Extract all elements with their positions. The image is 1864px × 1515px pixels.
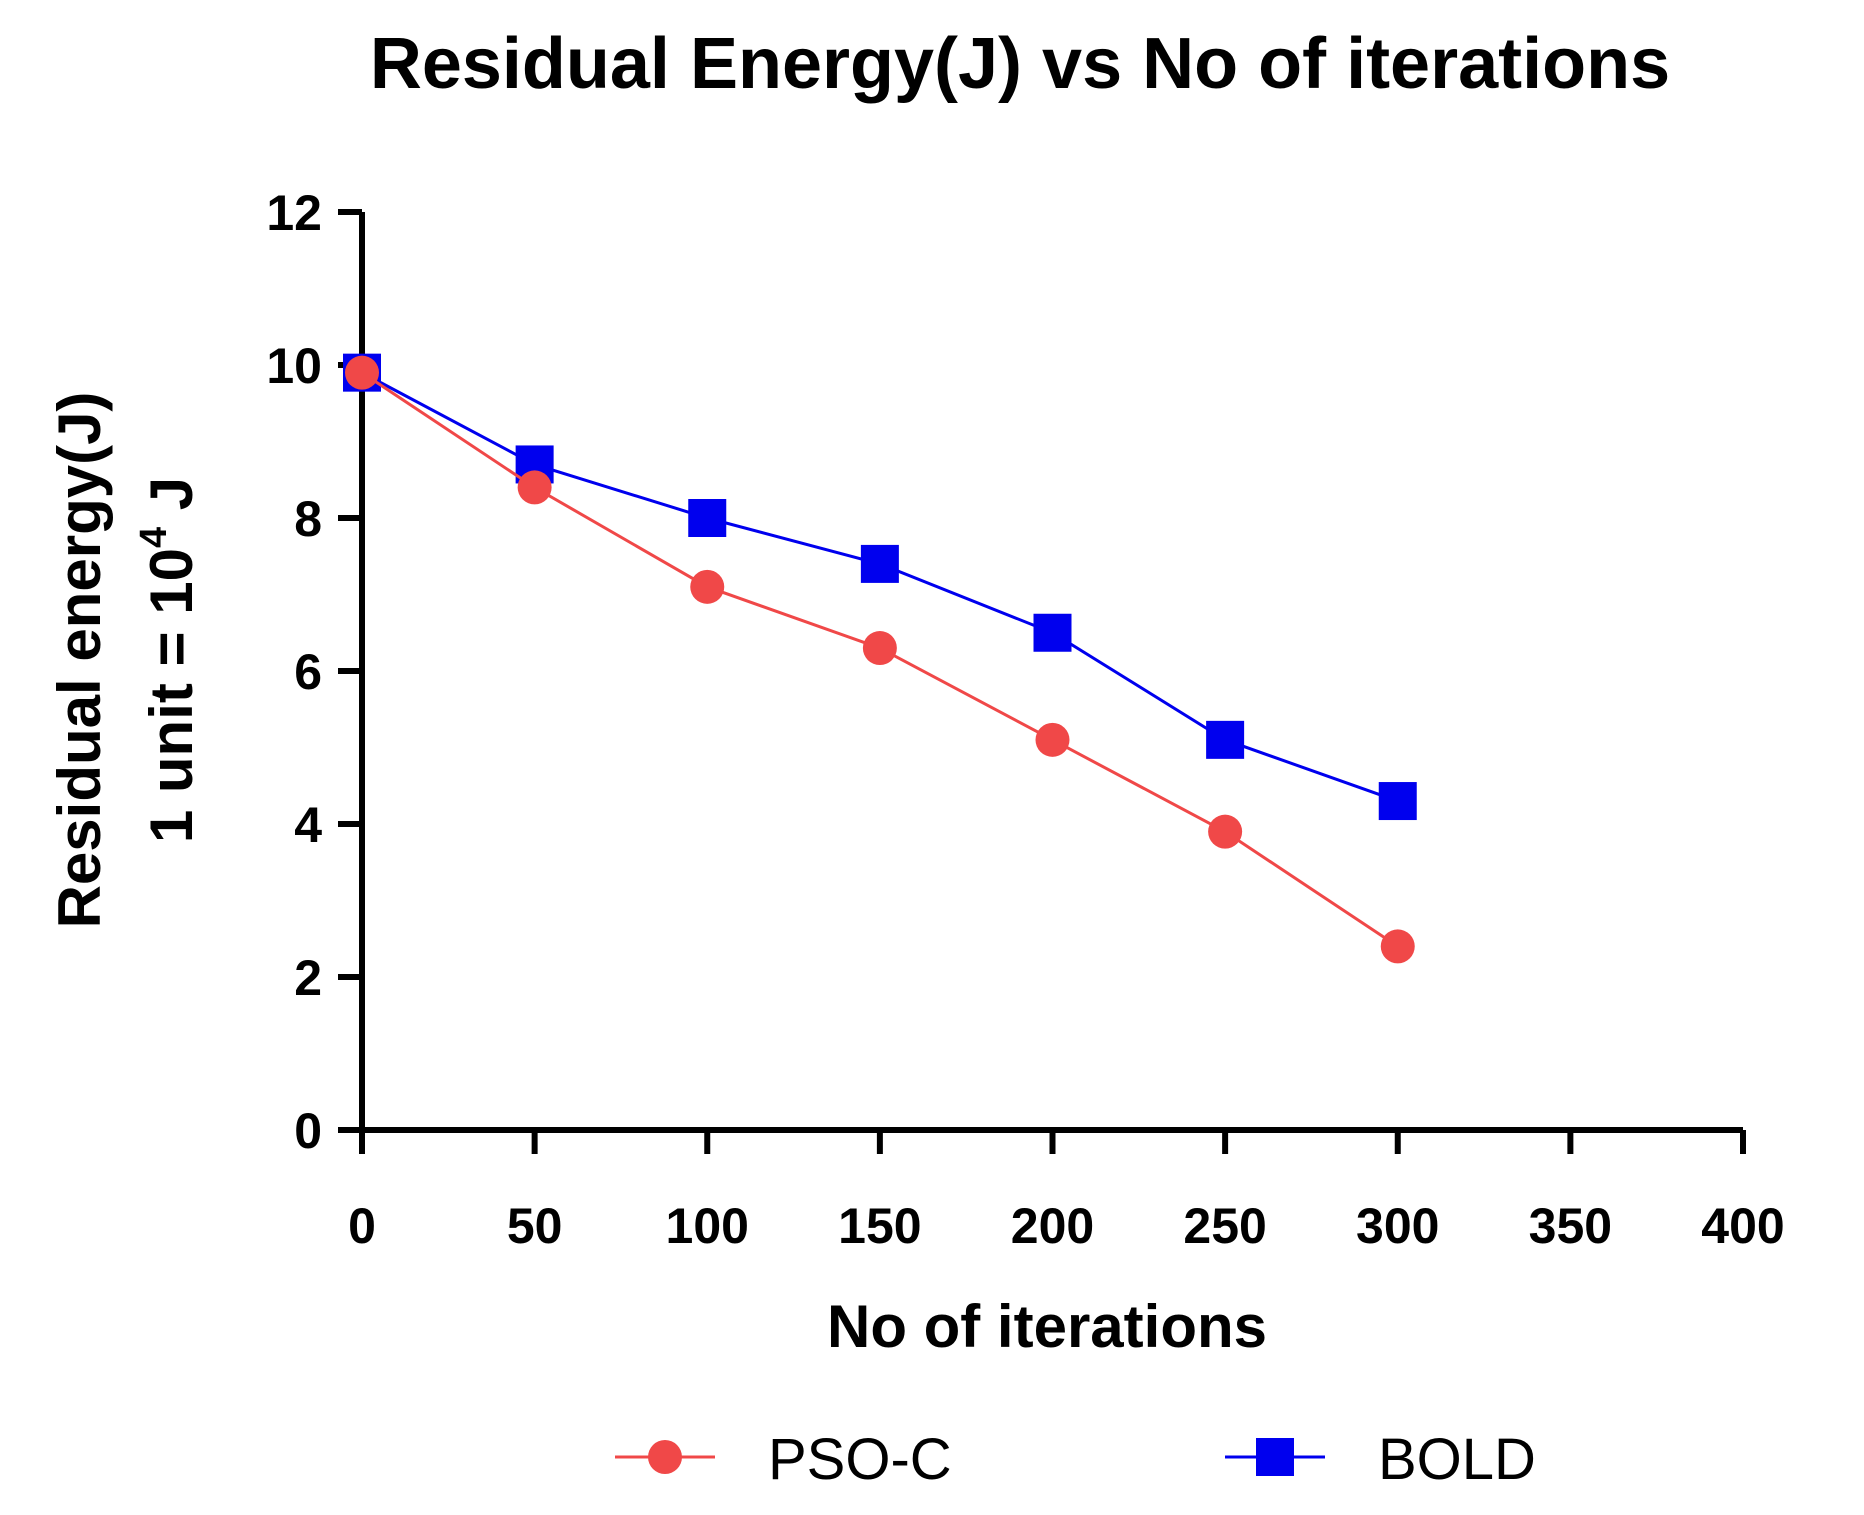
legend-bold-marker	[1256, 1438, 1294, 1476]
data-point-pso-c	[345, 355, 379, 390]
y-axis-title: Residual energy(J) 1 unit = 104 J	[46, 392, 205, 929]
legend-bold-label: BOLD	[1378, 1427, 1536, 1492]
x-tick-label: 0	[348, 1198, 376, 1254]
axes	[359, 212, 1743, 1133]
data-point-bold	[1378, 782, 1417, 821]
legend: PSO-C BOLD	[615, 1427, 1536, 1492]
y-tick-label: 0	[294, 1103, 322, 1159]
legend-item-pso-c: PSO-C	[615, 1427, 952, 1492]
y-axis-title-unit-prefix: 1 unit = 10	[138, 548, 205, 843]
y-tick-label: 2	[294, 950, 322, 1006]
y-tick-label: 4	[294, 797, 322, 853]
legend-pso-c-marker	[648, 1440, 682, 1474]
y-axis-title-unit-suffix: J	[138, 477, 205, 527]
x-ticks: 0 50 100 150 200 250 300 350 400	[348, 1130, 1785, 1254]
data-point-pso-c	[1208, 814, 1243, 849]
y-tick-label: 8	[294, 491, 322, 547]
x-tick-label: 300	[1356, 1198, 1439, 1254]
series-layer	[343, 353, 1417, 964]
x-axis-title: No of iterations	[827, 1293, 1267, 1360]
data-point-pso-c	[1035, 722, 1070, 757]
y-ticks: 0 2 4 6 8 10 12	[266, 185, 362, 1159]
y-axis-title-line2: 1 unit = 104 J	[133, 477, 205, 843]
y-tick-label: 10	[266, 338, 322, 394]
y-axis-title-unit-exponent: 4	[133, 527, 175, 548]
data-point-bold	[1206, 720, 1245, 759]
legend-item-bold: BOLD	[1225, 1427, 1536, 1492]
data-point-pso-c	[1380, 929, 1415, 964]
data-point-bold	[688, 499, 727, 537]
data-point-bold	[860, 544, 899, 583]
x-tick-label: 200	[1011, 1198, 1094, 1254]
x-tick-label: 150	[838, 1198, 921, 1254]
data-point-pso-c	[690, 569, 725, 604]
data-point-bold	[1033, 613, 1072, 652]
x-tick-label: 100	[666, 1198, 749, 1254]
x-tick-label: 50	[507, 1198, 563, 1254]
data-point-pso-c	[517, 470, 552, 505]
y-axis-title-line1: Residual energy(J)	[46, 392, 113, 929]
x-tick-label: 250	[1183, 1198, 1266, 1254]
data-point-pso-c	[862, 631, 897, 666]
x-tick-label: 350	[1529, 1198, 1612, 1254]
chart-title: Residual Energy(J) vs No of iterations	[370, 24, 1670, 104]
y-tick-label: 12	[266, 185, 322, 241]
legend-pso-c-label: PSO-C	[768, 1427, 952, 1492]
x-tick-label: 400	[1701, 1198, 1784, 1254]
y-tick-label: 6	[294, 644, 322, 700]
